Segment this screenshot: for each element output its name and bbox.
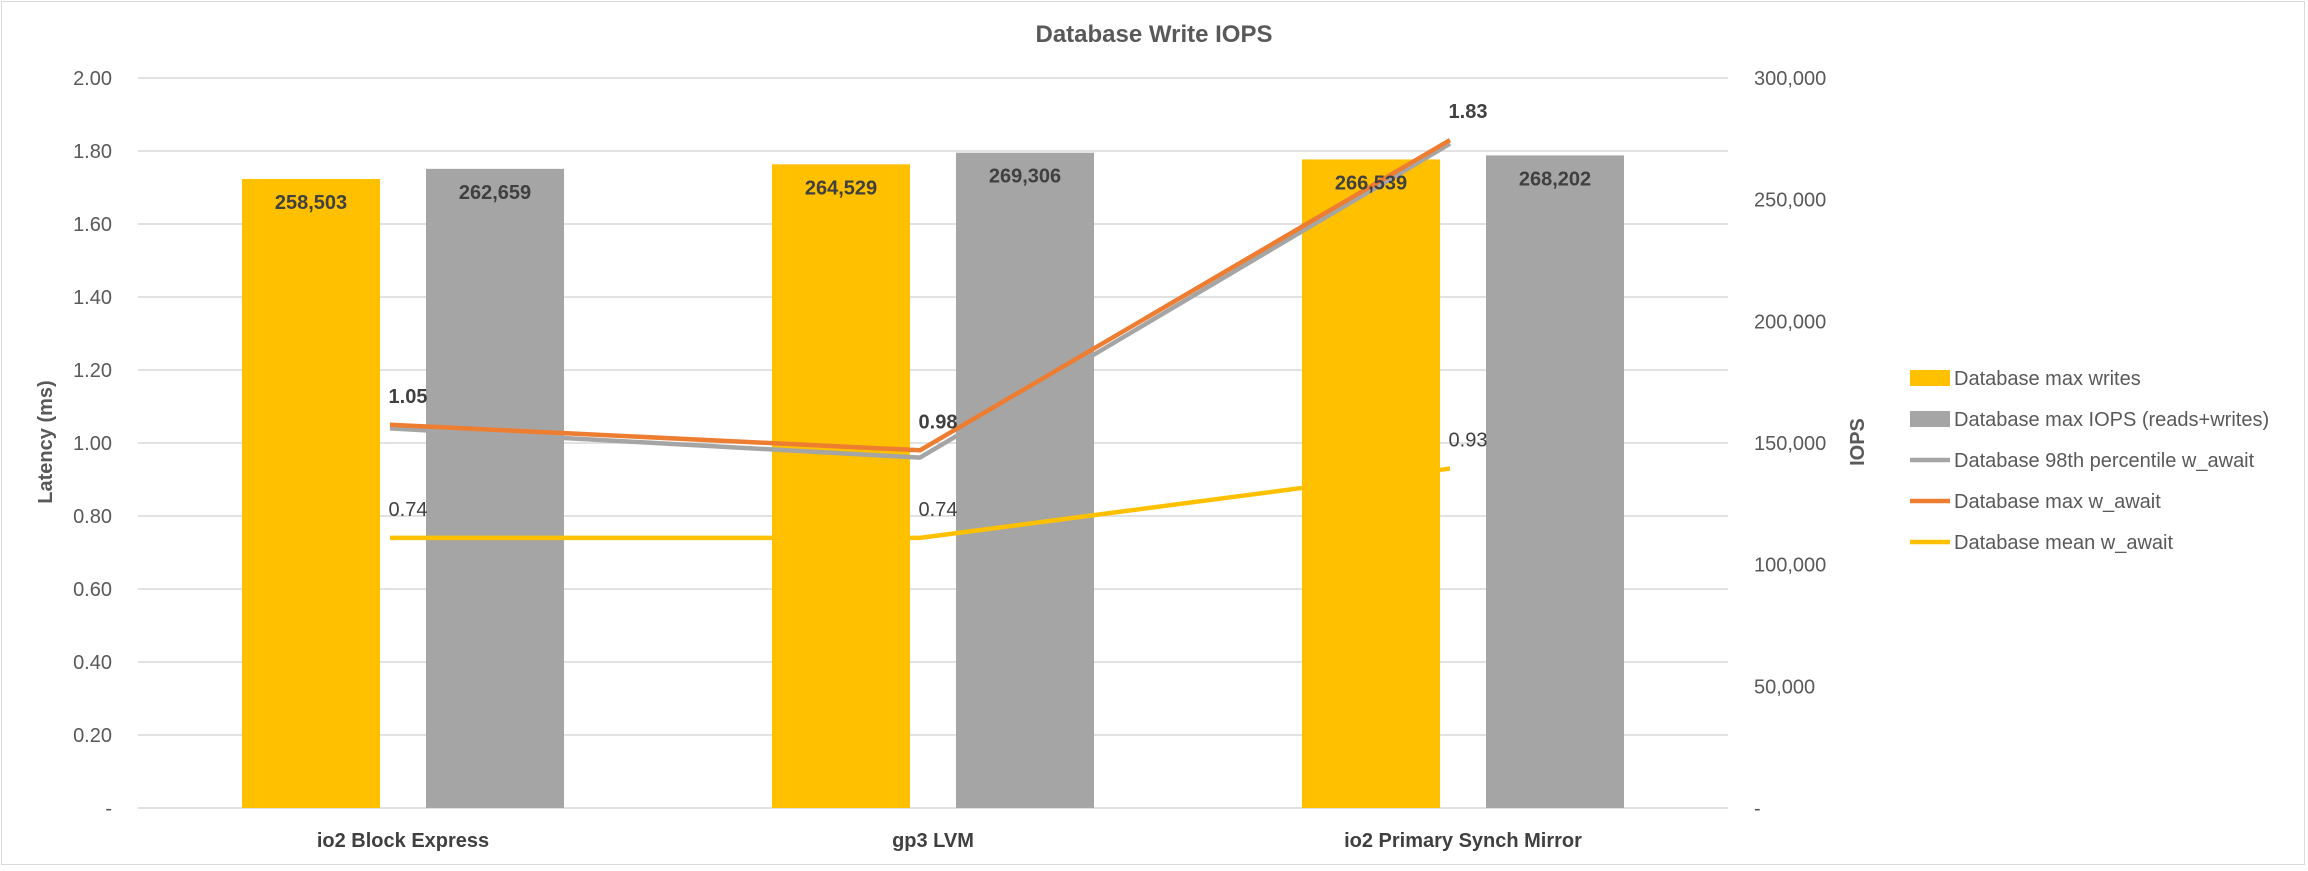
bar-value-label: 268,202 — [1519, 168, 1591, 190]
y-left-tick-label: 0.40 — [73, 652, 112, 674]
y-left-tick-label: 1.20 — [73, 360, 112, 382]
series-line — [390, 466, 1451, 541]
y-left-tick-label: 1.40 — [73, 287, 112, 309]
y-left-tick-label: 2.00 — [73, 68, 112, 90]
bar-value-label: 258,503 — [275, 192, 347, 214]
x-category-label: io2 Block Express — [317, 830, 489, 852]
y-left-tick-label: 0.60 — [73, 579, 112, 601]
lines — [389, 138, 1452, 541]
line-value-label: 1.83 — [1449, 101, 1488, 123]
y-left-tick-label: - — [105, 798, 112, 820]
bar-value-label: 269,306 — [989, 166, 1061, 188]
line-value-label: 0.93 — [1449, 430, 1488, 452]
y-left-tick-label: 0.80 — [73, 506, 112, 528]
line-value-label: 0.74 — [919, 499, 958, 521]
legend-swatch — [1910, 370, 1950, 386]
bar — [772, 164, 910, 809]
line-value-label: 0.98 — [919, 411, 958, 433]
series-line — [389, 138, 1452, 453]
y-left-tick-label: 1.80 — [73, 141, 112, 163]
legend-label: Database mean w_await — [1954, 532, 2173, 554]
y-right-tick-label: 50,000 — [1754, 676, 1815, 698]
y-right-tick-label: 200,000 — [1754, 311, 1826, 333]
y-left-axis-title: Latency (ms) — [35, 380, 57, 503]
legend-swatch — [1910, 411, 1950, 427]
y-right-tick-label: 300,000 — [1754, 68, 1826, 90]
x-category-label: io2 Primary Synch Mirror — [1344, 830, 1582, 852]
y-right-tick-label: 250,000 — [1754, 190, 1826, 212]
legend-label: Database max IOPS (reads+writes) — [1954, 409, 2269, 431]
data-labels: 258,503 264,529 266,539 262,659 269,306 268,2… — [275, 101, 1591, 521]
series-line — [389, 141, 1452, 460]
legend: Database max writes Database max IOPS (re… — [1910, 368, 2269, 554]
legend-label: Database max w_await — [1954, 491, 2161, 513]
line-value-label: 1.05 — [389, 386, 428, 408]
bar — [242, 178, 380, 809]
y-right-tick-label: 150,000 — [1754, 433, 1826, 455]
legend-label: Database 98th percentile w_await — [1954, 450, 2255, 472]
legend-label: Database max writes — [1954, 368, 2141, 390]
bar-value-label: 264,529 — [805, 177, 877, 199]
axes: - 0.20 0.40 0.60 0.80 1.00 1.20 1.40 1.60 1.80 2.0… — [73, 68, 1826, 852]
y-right-tick-label: - — [1754, 798, 1761, 820]
chart-title: Database Write IOPS — [1036, 21, 1273, 48]
y-left-tick-label: 1.00 — [73, 433, 112, 455]
y-right-axis-title: IOPS — [1847, 418, 1869, 466]
bar — [426, 168, 564, 808]
bar-value-label: 262,659 — [459, 182, 531, 204]
bar-value-label: 266,539 — [1335, 172, 1407, 194]
bar — [1486, 155, 1624, 809]
y-left-tick-label: 1.60 — [73, 214, 112, 236]
bars — [242, 152, 1624, 809]
line-value-label: 0.74 — [389, 499, 428, 521]
y-right-tick-label: 100,000 — [1754, 555, 1826, 577]
x-category-label: gp3 LVM — [892, 830, 974, 852]
bar — [956, 152, 1094, 809]
y-left-tick-label: 0.20 — [73, 725, 112, 747]
